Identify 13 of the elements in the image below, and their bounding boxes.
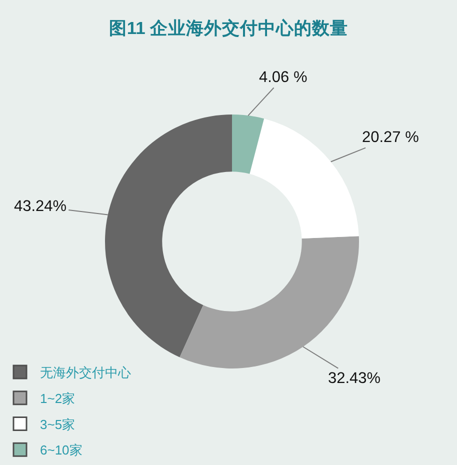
donut-slice bbox=[250, 118, 359, 239]
legend-label: 6~10家 bbox=[40, 442, 82, 458]
legend-label: 3~5家 bbox=[40, 416, 76, 432]
legend-label: 1~2家 bbox=[40, 390, 76, 406]
data-label: 20.27 % bbox=[362, 129, 420, 146]
donut-slice bbox=[232, 114, 264, 174]
data-label: 4.06 % bbox=[259, 69, 308, 86]
legend-label: 无海外交付中心 bbox=[40, 365, 131, 380]
chart-title: 图11 企业海外交付中心的数量 bbox=[108, 18, 348, 38]
data-label: 43.24% bbox=[14, 198, 67, 215]
donut-slice bbox=[180, 236, 359, 368]
donut-slice bbox=[105, 114, 232, 358]
data-label: 32.43% bbox=[328, 370, 381, 387]
